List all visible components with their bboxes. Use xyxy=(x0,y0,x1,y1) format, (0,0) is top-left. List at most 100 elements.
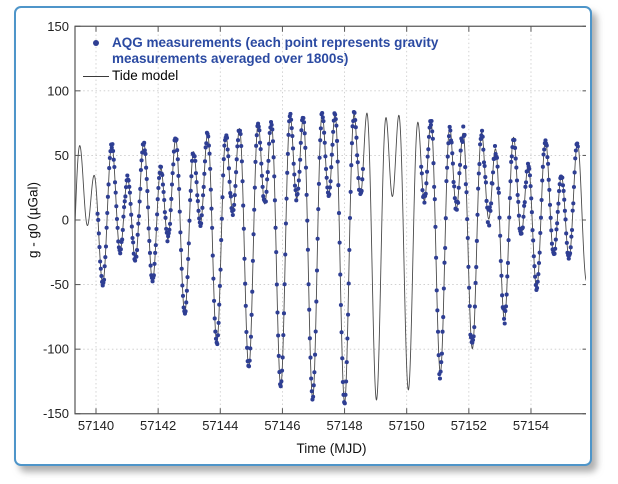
data-point xyxy=(249,312,254,317)
data-point xyxy=(546,161,551,166)
data-point xyxy=(428,122,433,127)
data-point xyxy=(452,184,457,189)
data-point xyxy=(555,221,560,226)
data-point xyxy=(216,320,221,325)
y-tick-label: 150 xyxy=(47,19,69,34)
data-point xyxy=(295,192,300,197)
data-point xyxy=(339,330,344,335)
data-point xyxy=(449,140,454,145)
data-point xyxy=(206,143,211,148)
data-point xyxy=(232,193,237,198)
data-point xyxy=(136,221,141,226)
data-point xyxy=(224,135,230,140)
data-point xyxy=(338,302,343,308)
data-point xyxy=(180,283,185,288)
data-point xyxy=(476,186,481,191)
data-point xyxy=(538,230,543,236)
data-point xyxy=(314,299,319,304)
x-tick-label: 57150 xyxy=(389,418,425,433)
data-point xyxy=(527,166,532,171)
data-point xyxy=(280,355,285,360)
x-tick-label: 57140 xyxy=(78,418,114,433)
data-point xyxy=(207,151,212,156)
data-point xyxy=(488,208,493,213)
data-point xyxy=(467,285,472,290)
line-marker-icon xyxy=(83,75,109,77)
data-point xyxy=(281,311,287,316)
data-point xyxy=(445,154,450,159)
data-point xyxy=(298,140,303,145)
data-point xyxy=(279,368,285,373)
data-point xyxy=(189,174,194,179)
data-point xyxy=(475,212,480,217)
data-point xyxy=(434,288,439,293)
data-point xyxy=(305,247,310,252)
data-point xyxy=(356,176,361,181)
data-point xyxy=(96,217,101,222)
data-point xyxy=(187,218,192,223)
data-point xyxy=(136,214,142,219)
data-point xyxy=(217,283,222,288)
data-point xyxy=(107,156,112,161)
data-point xyxy=(95,211,100,216)
data-point xyxy=(206,134,211,139)
data-point xyxy=(478,142,483,147)
data-point xyxy=(188,198,193,203)
data-point xyxy=(226,166,231,171)
data-point xyxy=(448,128,453,133)
data-point xyxy=(170,171,175,176)
data-point xyxy=(148,263,153,268)
data-point xyxy=(560,183,566,188)
data-point xyxy=(569,227,575,233)
data-point xyxy=(176,173,181,178)
data-point xyxy=(130,235,135,241)
data-point xyxy=(461,124,466,129)
data-point xyxy=(327,192,332,197)
data-point xyxy=(248,334,254,339)
data-point xyxy=(116,239,121,244)
data-point xyxy=(426,147,431,152)
data-point xyxy=(123,194,128,199)
data-point xyxy=(199,213,204,218)
x-tick-label: 57144 xyxy=(202,418,238,433)
data-point xyxy=(465,236,470,241)
data-point xyxy=(436,353,441,358)
data-point xyxy=(144,176,149,182)
data-point xyxy=(133,258,138,263)
data-point xyxy=(175,148,180,153)
data-point xyxy=(328,179,333,184)
data-point xyxy=(306,282,311,287)
data-point xyxy=(458,148,463,153)
data-point xyxy=(211,276,216,281)
data-point xyxy=(360,177,365,182)
data-point xyxy=(536,272,541,277)
data-point xyxy=(163,215,168,220)
data-point xyxy=(432,184,437,189)
data-point xyxy=(118,251,123,256)
data-point xyxy=(179,248,184,253)
data-point xyxy=(162,210,167,215)
data-point xyxy=(439,360,444,365)
data-point xyxy=(271,155,276,160)
data-point xyxy=(481,160,487,165)
data-point xyxy=(215,342,220,347)
data-point xyxy=(227,179,232,184)
data-point xyxy=(531,254,536,259)
data-point xyxy=(564,231,569,236)
data-point xyxy=(474,265,479,270)
data-point xyxy=(527,173,532,178)
data-point xyxy=(128,201,133,206)
data-point xyxy=(164,226,169,231)
data-point xyxy=(305,218,310,223)
data-point xyxy=(316,181,321,186)
data-point xyxy=(483,175,488,180)
data-point xyxy=(282,282,287,287)
data-point xyxy=(435,329,441,334)
x-tick-label: 57142 xyxy=(140,418,176,433)
data-point xyxy=(184,300,189,305)
data-point xyxy=(546,177,551,182)
data-point xyxy=(294,198,299,203)
data-point xyxy=(219,238,224,243)
data-point xyxy=(307,307,312,312)
data-point xyxy=(512,137,517,143)
